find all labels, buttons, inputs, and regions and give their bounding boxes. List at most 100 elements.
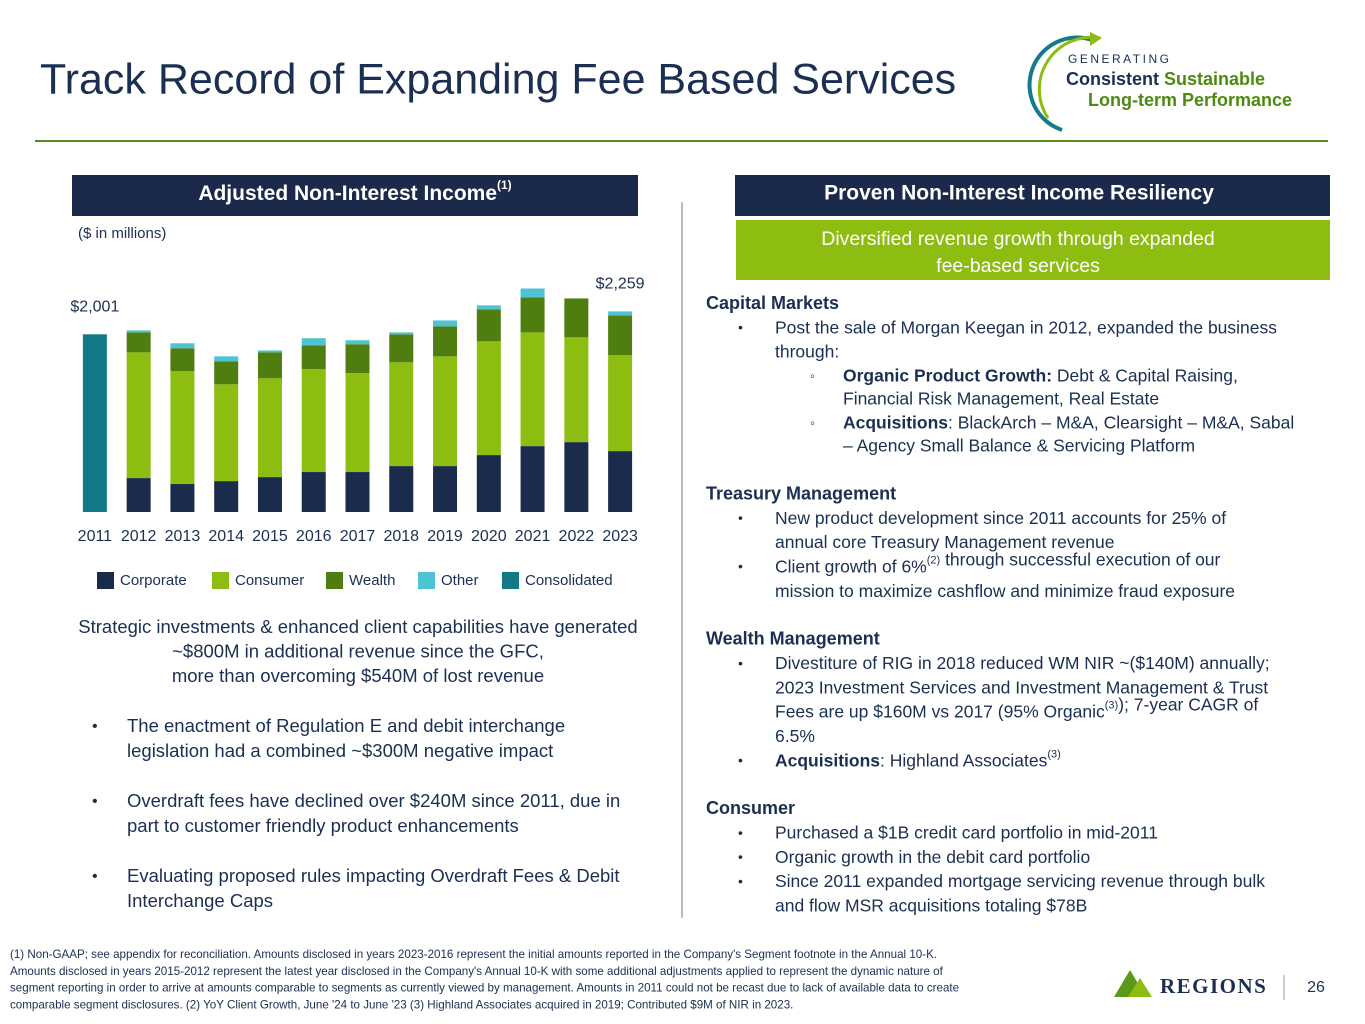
bar-segment xyxy=(608,311,633,316)
footnote-line: segment reporting in order to arrive at … xyxy=(10,982,959,995)
bullet-dot: • xyxy=(738,824,743,840)
bullet-line: New product development since 2011 accou… xyxy=(775,508,1226,528)
x-tick-label: 2022 xyxy=(559,528,595,545)
bar-segment xyxy=(476,309,501,342)
legend-label: Consumer xyxy=(235,572,304,589)
bullet-line: Divestiture of RIG in 2018 reduced WM NI… xyxy=(775,653,1270,673)
bullet-dot: • xyxy=(92,868,98,885)
bullet-dot: • xyxy=(738,510,743,526)
bar-segment xyxy=(564,298,589,338)
bullet-line: mission to maximize cashflow and minimiz… xyxy=(775,580,1235,600)
bar-segment xyxy=(608,451,633,512)
footnote-line: Amounts disclosed in years 2015-2012 rep… xyxy=(10,965,944,978)
x-tick-label: 2012 xyxy=(121,528,157,545)
bar-segment xyxy=(126,332,151,353)
sup-run: (2) xyxy=(927,554,940,566)
legend-swatch xyxy=(212,572,229,589)
text-run: annual core Treasury Management revenue xyxy=(775,532,1115,552)
text-run: : BlackArch – M&A, Clearsight – M&A, Sab… xyxy=(948,412,1294,432)
logo-arc xyxy=(1027,35,1093,132)
bar-segment xyxy=(301,338,326,346)
bar-segment xyxy=(389,332,414,335)
sub-bullet-line: Acquisitions: BlackArch – M&A, Clearsigh… xyxy=(843,412,1294,432)
text-run: ); 7-year CAGR of xyxy=(1118,694,1258,714)
bullet-line: Organic growth in the debit card portfol… xyxy=(775,847,1090,867)
logo-word: Sustainable xyxy=(1164,69,1265,89)
bar-segment xyxy=(433,466,458,512)
bullet-line: Post the sale of Morgan Keegan in 2012, … xyxy=(775,317,1277,337)
bar-segment xyxy=(214,361,239,385)
bold-run: Acquisitions xyxy=(843,412,948,432)
sub-bullet-line: Organic Product Growth: Debt & Capital R… xyxy=(843,365,1238,385)
x-tick-label: 2014 xyxy=(208,528,244,545)
bar-segment xyxy=(476,341,501,456)
bar-segment xyxy=(214,481,239,512)
text-run: Client growth of 6% xyxy=(775,556,927,576)
bar-segment xyxy=(82,334,107,512)
section-heading: Capital Markets xyxy=(706,293,839,313)
section-heading: Wealth Management xyxy=(706,629,880,649)
legend-swatch xyxy=(418,572,435,589)
bullet-dot: • xyxy=(92,793,98,810)
sub-bullet-dot: ◦ xyxy=(810,367,815,383)
legend-swatch xyxy=(326,572,343,589)
bar-segment xyxy=(257,350,282,353)
bold-run: Organic Product Growth: xyxy=(843,365,1052,385)
bar-segment xyxy=(520,446,545,512)
bar-segment xyxy=(520,332,545,447)
sup-run: (3) xyxy=(1105,700,1118,712)
bar-segment xyxy=(433,356,458,467)
text-run: 6.5% xyxy=(775,726,815,746)
bullet-line: Acquisitions: Highland Associates(3) xyxy=(775,748,1061,770)
bullet-line: 6.5% xyxy=(775,726,815,746)
title: Track Record of Expanding Fee Based Serv… xyxy=(40,55,956,103)
bar-segment xyxy=(433,320,458,327)
logo-text: Consistent Sustainable xyxy=(1066,69,1265,89)
bar-segment xyxy=(520,297,545,333)
bar-segment xyxy=(608,315,633,356)
bar-segment xyxy=(345,344,370,374)
logo-text: Long-term Performance xyxy=(1088,90,1292,110)
sub-bullet-dot: ◦ xyxy=(810,414,815,430)
text-run: 2023 Investment Services and Investment … xyxy=(775,677,1268,697)
text-run: mission to maximize cashflow and minimiz… xyxy=(775,580,1235,600)
x-tick-label: 2011 xyxy=(78,528,113,545)
logo-word: Consistent xyxy=(1066,69,1159,89)
text-run: through: xyxy=(775,341,839,361)
heading-text: Adjusted Non-Interest Income xyxy=(198,182,497,205)
bullet-line: Client growth of 6%(2) through successfu… xyxy=(775,549,1221,576)
bar-segment xyxy=(520,288,545,298)
legend-label: Consolidated xyxy=(525,572,613,589)
bullet-line: through: xyxy=(775,341,839,361)
bar-segment xyxy=(301,369,326,473)
bar-segment xyxy=(476,455,501,512)
sub-bullet-line: Financial Risk Management, Real Estate xyxy=(843,388,1159,408)
bar-segment xyxy=(126,330,151,333)
bullet-dot: • xyxy=(92,718,98,735)
bullet-line: Purchased a $1B credit card portfolio in… xyxy=(775,822,1158,842)
x-tick-label: 2018 xyxy=(383,528,419,545)
text-run: through successful execution of our xyxy=(940,549,1220,569)
bullet-line: 2023 Investment Services and Investment … xyxy=(775,677,1268,697)
bar-segment xyxy=(389,362,414,467)
bullet-dot: • xyxy=(738,752,743,768)
bullet-line: part to customer friendly product enhanc… xyxy=(127,815,519,836)
bar-segment xyxy=(170,348,195,372)
legend-swatch xyxy=(97,572,114,589)
x-tick-label: 2023 xyxy=(602,528,638,545)
total-label: $2,001 xyxy=(70,299,119,316)
brand: REGIONS xyxy=(1160,974,1267,998)
bullet-dot: • xyxy=(738,655,743,671)
x-tick-label: 2016 xyxy=(296,528,332,545)
bullet-dot: • xyxy=(738,319,743,335)
x-tick-label: 2019 xyxy=(427,528,463,545)
text-run: Divestiture of RIG in 2018 reduced WM NI… xyxy=(775,653,1270,673)
bar-segment xyxy=(126,478,151,512)
text-run: Post the sale of Morgan Keegan in 2012, … xyxy=(775,317,1277,337)
footnote-line: comparable segment disclosures. (2) YoY … xyxy=(10,998,793,1011)
x-tick-label: 2020 xyxy=(471,528,507,545)
total-label: $2,259 xyxy=(596,276,645,293)
bar-segment xyxy=(345,340,370,345)
bar-segment xyxy=(345,373,370,473)
